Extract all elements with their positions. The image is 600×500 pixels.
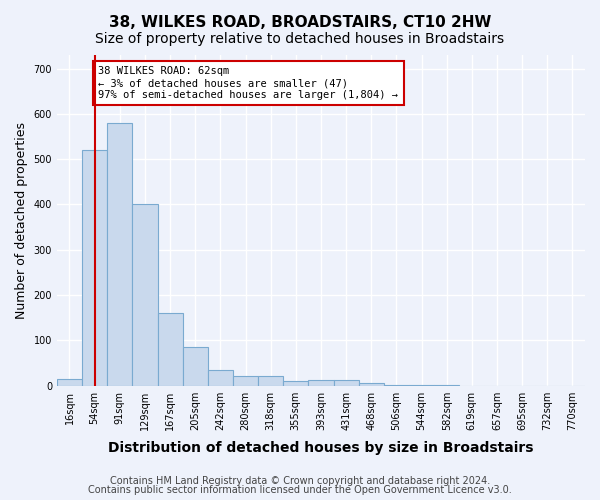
- Bar: [334, 380, 359, 386]
- Bar: [258, 376, 283, 386]
- X-axis label: Distribution of detached houses by size in Broadstairs: Distribution of detached houses by size …: [108, 441, 534, 455]
- Text: 38 WILKES ROAD: 62sqm
← 3% of detached houses are smaller (47)
97% of semi-detac: 38 WILKES ROAD: 62sqm ← 3% of detached h…: [98, 66, 398, 100]
- Bar: [308, 380, 334, 386]
- Text: Size of property relative to detached houses in Broadstairs: Size of property relative to detached ho…: [95, 32, 505, 46]
- Bar: [182, 347, 208, 386]
- Y-axis label: Number of detached properties: Number of detached properties: [15, 122, 28, 319]
- Text: Contains HM Land Registry data © Crown copyright and database right 2024.: Contains HM Land Registry data © Crown c…: [110, 476, 490, 486]
- Bar: [233, 376, 258, 386]
- Text: Contains public sector information licensed under the Open Government Licence v3: Contains public sector information licen…: [88, 485, 512, 495]
- Bar: [359, 384, 384, 386]
- Bar: [158, 313, 182, 386]
- Bar: [208, 370, 233, 386]
- Bar: [107, 123, 133, 386]
- Text: 38, WILKES ROAD, BROADSTAIRS, CT10 2HW: 38, WILKES ROAD, BROADSTAIRS, CT10 2HW: [109, 15, 491, 30]
- Bar: [283, 381, 308, 386]
- Bar: [57, 379, 82, 386]
- Bar: [133, 204, 158, 386]
- Bar: [82, 150, 107, 386]
